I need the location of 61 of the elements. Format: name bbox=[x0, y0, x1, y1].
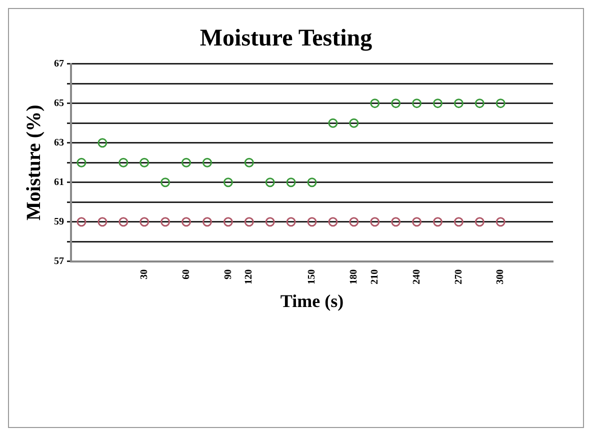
point bbox=[349, 118, 359, 128]
point bbox=[307, 217, 317, 227]
x-tick-label: 210 bbox=[369, 269, 380, 284]
point bbox=[496, 98, 506, 108]
y-tick-label: 61 bbox=[54, 176, 64, 188]
y-axis-title: Moisture (%) bbox=[23, 104, 46, 220]
x-tick-label: 30 bbox=[138, 269, 150, 280]
point bbox=[265, 217, 275, 227]
point bbox=[286, 217, 296, 227]
point bbox=[244, 158, 254, 168]
point bbox=[286, 178, 296, 188]
point bbox=[182, 217, 192, 227]
x-tick-label: 150 bbox=[306, 269, 318, 284]
y-tick-label: 67 bbox=[54, 58, 64, 70]
point bbox=[412, 217, 422, 227]
point bbox=[202, 217, 212, 227]
point bbox=[118, 217, 128, 227]
x-tick-label: 60 bbox=[180, 269, 192, 280]
point bbox=[370, 217, 380, 227]
point bbox=[182, 158, 192, 168]
point bbox=[454, 217, 464, 227]
point bbox=[98, 138, 108, 148]
point bbox=[432, 217, 442, 227]
point bbox=[244, 217, 254, 227]
point bbox=[391, 98, 401, 108]
chart-title: Moisture Testing bbox=[200, 26, 372, 52]
point bbox=[307, 178, 317, 188]
x-tick-label: 90 bbox=[222, 269, 234, 280]
point bbox=[391, 217, 401, 227]
point bbox=[265, 178, 275, 188]
point bbox=[140, 158, 150, 168]
point bbox=[328, 217, 338, 227]
point bbox=[76, 158, 86, 168]
point bbox=[432, 98, 442, 108]
point bbox=[454, 98, 464, 108]
point bbox=[223, 217, 233, 227]
point bbox=[118, 158, 128, 168]
point bbox=[202, 158, 212, 168]
y-tick-label: 57 bbox=[54, 256, 64, 267]
x-axis-title: Time (s) bbox=[280, 290, 344, 311]
point bbox=[328, 118, 338, 128]
point bbox=[98, 217, 108, 227]
x-tick-label: 180 bbox=[348, 269, 360, 284]
y-tick-label: 63 bbox=[54, 137, 64, 148]
y-tick-label: 59 bbox=[54, 216, 64, 228]
x-tick-label: 120 bbox=[244, 269, 255, 284]
point bbox=[496, 217, 506, 227]
point bbox=[160, 217, 170, 227]
x-tick-label: 300 bbox=[495, 269, 506, 284]
point bbox=[223, 178, 233, 188]
y-tick-label: 65 bbox=[54, 98, 64, 109]
x-tick-label: 270 bbox=[453, 269, 464, 284]
point bbox=[160, 178, 170, 188]
point bbox=[412, 98, 422, 108]
point bbox=[140, 217, 150, 227]
point bbox=[76, 217, 86, 227]
point bbox=[474, 217, 484, 227]
point bbox=[349, 217, 359, 227]
x-tick-label: 240 bbox=[411, 269, 422, 284]
point bbox=[474, 98, 484, 108]
point bbox=[370, 98, 380, 108]
